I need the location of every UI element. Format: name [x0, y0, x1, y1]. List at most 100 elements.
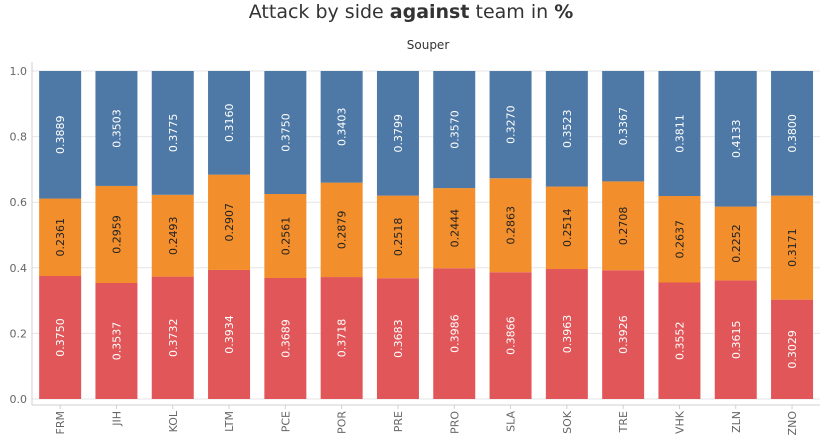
data-label: 0.3934	[223, 315, 236, 354]
chart-title-part-2: against	[389, 1, 470, 23]
x-tick-label: POR	[336, 411, 349, 434]
x-tick-label: SOK	[561, 410, 574, 434]
data-label: 0.3926	[617, 315, 630, 354]
data-label: 0.2637	[673, 220, 686, 259]
bar-segment	[545, 269, 588, 399]
bar-segment	[320, 277, 363, 399]
chart-title-part-4: %	[554, 1, 574, 23]
data-label: 0.3800	[786, 114, 799, 153]
bar-segment	[264, 71, 307, 194]
data-label: 0.2907	[223, 203, 236, 242]
data-label: 0.3986	[448, 314, 461, 353]
data-label: 0.3537	[110, 322, 123, 361]
bar-segment	[151, 71, 194, 195]
data-label: 0.3171	[786, 228, 799, 267]
data-label: 0.3552	[673, 321, 686, 360]
data-label: 0.3615	[730, 320, 743, 359]
data-label: 0.2863	[505, 206, 518, 245]
y-tick-label: 0.4	[10, 262, 28, 275]
data-label: 0.3718	[336, 319, 349, 358]
bar-segment	[489, 272, 532, 399]
data-label: 0.3963	[561, 315, 574, 354]
x-tick-label: ZNO	[786, 411, 799, 436]
bar-segment	[320, 182, 363, 278]
chart-title-part-1: Attack by side	[248, 1, 390, 23]
bar-segment	[320, 71, 363, 183]
x-tick-label: VHK	[673, 410, 686, 434]
data-label: 0.2252	[730, 224, 743, 262]
data-label: 0.2444	[448, 209, 461, 248]
bar-segment	[602, 270, 645, 399]
facet-label: Souper	[406, 38, 450, 52]
y-tick-label: 0.8	[10, 131, 28, 144]
bar-segment	[602, 181, 645, 271]
chart-title: Attack by side against team in %	[0, 0, 822, 24]
x-tick-label: KOL	[167, 410, 180, 432]
data-label: 0.3689	[279, 319, 292, 358]
bar-segment	[376, 71, 419, 196]
bar-segment	[658, 196, 701, 283]
bar-segment	[771, 71, 814, 196]
data-label: 0.3732	[167, 319, 180, 358]
data-label: 0.3683	[392, 319, 405, 358]
x-tick-label: JIH	[110, 411, 123, 427]
data-label: 0.3866	[505, 316, 518, 355]
y-grid	[32, 70, 820, 400]
bar-segment	[545, 186, 588, 270]
x-tick-label: PRE	[392, 411, 405, 432]
x-tick-label: ZLN	[730, 411, 743, 433]
data-label: 0.3750	[54, 318, 67, 357]
data-label: 0.3570	[448, 110, 461, 149]
data-label: 0.3750	[279, 113, 292, 152]
bar-segment	[151, 194, 194, 277]
data-label: 0.2959	[110, 215, 123, 254]
bar-segment	[771, 195, 814, 300]
bar-segment	[658, 282, 701, 399]
bar-segment	[39, 276, 82, 399]
y-tick-label: 1.0	[10, 65, 28, 78]
data-label: 0.3270	[505, 105, 518, 144]
bar-segment	[39, 198, 82, 276]
bar-segment	[264, 194, 307, 279]
bar-segment	[208, 174, 251, 270]
data-label: 0.2879	[336, 211, 349, 250]
bar-segment	[376, 278, 419, 399]
data-label: 0.3523	[561, 110, 574, 149]
data-label: 0.2561	[279, 217, 292, 256]
y-tick-label: 0.0	[10, 393, 28, 406]
x-tick-label: LTM	[223, 411, 236, 432]
data-label: 0.4133	[730, 120, 743, 159]
x-tick-label: TRE	[617, 411, 630, 433]
chart-title-part-3: team in	[469, 1, 555, 23]
bar-segment	[489, 71, 532, 179]
bar-segment	[658, 71, 701, 197]
data-label: 0.2518	[392, 218, 405, 257]
data-label: 0.3029	[786, 330, 799, 369]
data-label: 0.3160	[223, 104, 236, 143]
data-label: 0.3403	[336, 108, 349, 147]
x-tick-label: PCE	[279, 411, 292, 432]
bar-segment	[95, 71, 138, 186]
bar-segment	[433, 71, 476, 189]
bar-segment	[602, 70, 645, 182]
bar-segment	[545, 71, 588, 187]
y-tick-label: 0.6	[10, 196, 28, 209]
data-label: 0.3367	[617, 107, 630, 146]
bar-segment	[39, 71, 82, 199]
bar-segment	[95, 282, 138, 399]
bar-segment	[489, 178, 532, 273]
data-label: 0.2708	[617, 207, 630, 246]
data-label: 0.2361	[54, 218, 67, 257]
bar-segment	[771, 299, 814, 399]
data-label: 0.2514	[561, 209, 574, 248]
x-tick-label: FRM	[54, 411, 67, 434]
data-label: 0.3799	[392, 114, 405, 153]
data-label: 0.3889	[54, 116, 67, 155]
data-label: 0.3811	[673, 114, 686, 153]
bar-segment	[208, 70, 251, 175]
bar-segment	[714, 206, 757, 281]
x-tick-label: PRO	[448, 411, 461, 434]
bar-segment	[151, 276, 194, 399]
